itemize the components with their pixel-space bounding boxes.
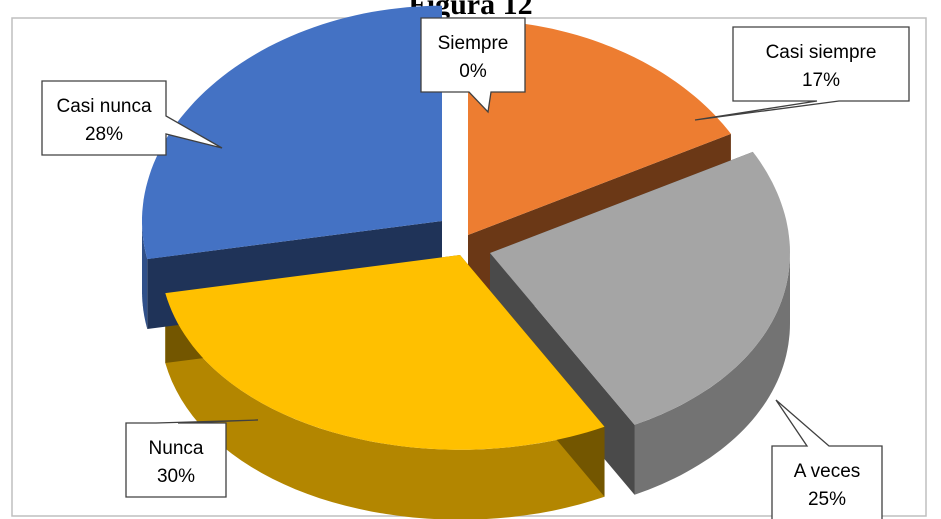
slice-value-casi-siempre: 17% xyxy=(802,70,840,91)
slice-side-nunca xyxy=(165,293,605,519)
slice-a-veces xyxy=(490,151,790,425)
slice-side-casi-nunca xyxy=(142,221,148,330)
slice-label-casi-siempre: Casi siempre xyxy=(766,42,877,63)
slice-nunca xyxy=(165,255,605,450)
callout-box-casi-nunca xyxy=(41,80,223,156)
callout-a-veces: A veces 25% xyxy=(771,399,883,519)
callout-box-nunca xyxy=(125,419,259,498)
slice-label-casi-nunca: Casi nunca xyxy=(56,96,151,117)
slice-label-a-veces: A veces xyxy=(794,461,861,482)
callout-box-siempre xyxy=(420,17,526,114)
slice-value-casi-nunca: 28% xyxy=(85,124,123,145)
slice-side-a-veces xyxy=(634,253,790,495)
callout-nunca: Nunca 30% xyxy=(125,419,259,498)
slice-label-nunca: Nunca xyxy=(149,438,204,459)
slice-value-siempre: 0% xyxy=(459,61,487,82)
slice-casi-siempre xyxy=(468,19,731,235)
slice-value-a-veces: 25% xyxy=(808,489,846,510)
callout-box-a-veces xyxy=(771,399,883,519)
slice-casi-nunca xyxy=(142,5,442,260)
slice-label-siempre: Siempre xyxy=(438,33,509,54)
slice-value-nunca: 30% xyxy=(157,466,195,487)
callout-casi-siempre: Casi siempre 17% xyxy=(694,26,910,121)
callout-siempre: Siempre 0% xyxy=(420,17,526,114)
callout-box-casi-siempre xyxy=(694,26,910,121)
callout-casi-nunca: Casi nunca 28% xyxy=(41,80,223,156)
